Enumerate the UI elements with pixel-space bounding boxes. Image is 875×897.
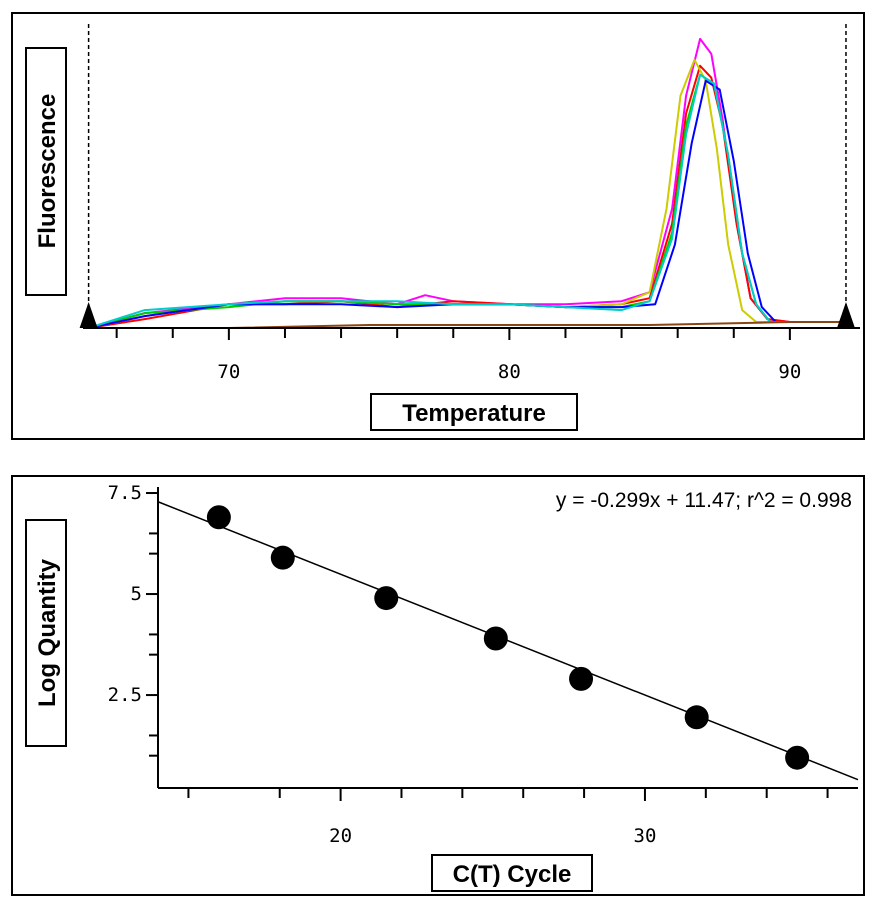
- std-panel-frame: [11, 475, 865, 896]
- melt-x-tick-label-3: 90: [778, 361, 801, 383]
- std-x-axis-title: C(T) Cycle: [431, 854, 593, 892]
- std-x-tick-label-2: 30: [634, 825, 657, 847]
- std-fit-line-group: [157, 501, 859, 781]
- melt-curve-series-5: [88, 79, 846, 329]
- std-data-point-3: [374, 586, 399, 611]
- std-x-title-box: [431, 854, 593, 892]
- melt-threshold-markers: [79, 24, 855, 328]
- std-y-tick-label-2: 5: [131, 583, 142, 605]
- fit-equation: y = -0.299x + 11.47; r^2 = 0.998: [556, 489, 852, 512]
- melt-threshold-marker-2: [836, 302, 855, 328]
- melt-x-tick-label-2: 80: [498, 361, 521, 383]
- std-y-axis-title: Log Quantity: [25, 519, 67, 747]
- std-axis-ticks: [146, 492, 829, 801]
- melt-x-axis-title: Temperature: [370, 393, 578, 431]
- melt-threshold-marker-1: [79, 302, 98, 328]
- std-data-point-5: [569, 666, 594, 691]
- melt-y-axis-title: Fluorescence: [25, 47, 67, 296]
- std-tick-labels: 20 30 2.5 5 7.5: [108, 482, 657, 847]
- melt-y-title-box: [25, 47, 67, 296]
- std-x-tick-label-1: 20: [329, 825, 352, 847]
- melt-curve-series: [88, 37, 846, 329]
- std-data-point-1: [206, 505, 231, 530]
- std-y-axis-label: Log Quantity: [34, 558, 61, 707]
- std-y-title-box: [25, 519, 67, 747]
- std-y-tick-label-1: 2.5: [108, 684, 142, 706]
- std-data-point-6: [684, 705, 709, 730]
- standard-curve-panel: 20 30 2.5 5 7.5 y = -0.299x + 11.47; r^2 = 0…: [11, 475, 865, 896]
- melt-y-axis-label: Fluorescence: [34, 94, 61, 249]
- melt-x-ticks: [115, 328, 791, 340]
- std-x-axis-label: C(T) Cycle: [453, 861, 572, 888]
- std-data-point-2: [270, 545, 295, 570]
- melt-x-title-box: [370, 393, 578, 431]
- std-fit-line: [157, 501, 859, 781]
- melt-panel-frame: [11, 12, 865, 440]
- melt-curve-panel: 70 80 90 Fluorescence Temperature: [11, 12, 865, 440]
- melt-x-tick-labels: 70 80 90: [217, 361, 801, 383]
- std-data-point-4: [483, 626, 508, 651]
- std-data-point-7: [785, 745, 810, 770]
- std-y-tick-label-3: 7.5: [108, 482, 142, 504]
- std-data-points: [206, 505, 810, 770]
- melt-curve-series-6: [88, 73, 846, 329]
- melt-x-axis-label: Temperature: [402, 400, 546, 427]
- melt-x-tick-label-1: 70: [217, 361, 240, 383]
